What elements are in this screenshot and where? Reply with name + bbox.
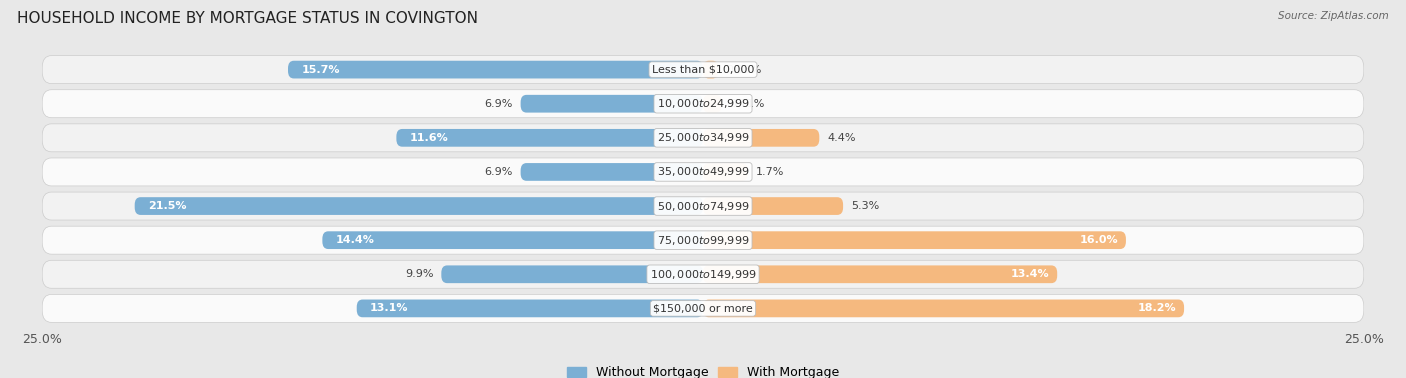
FancyBboxPatch shape (42, 56, 1364, 84)
Text: 4.4%: 4.4% (827, 133, 856, 143)
Text: 5.3%: 5.3% (851, 201, 879, 211)
FancyBboxPatch shape (42, 260, 1364, 288)
Text: $35,000 to $49,999: $35,000 to $49,999 (657, 166, 749, 178)
FancyBboxPatch shape (357, 299, 703, 317)
FancyBboxPatch shape (396, 129, 703, 147)
Text: 18.2%: 18.2% (1137, 304, 1177, 313)
FancyBboxPatch shape (42, 294, 1364, 322)
Text: HOUSEHOLD INCOME BY MORTGAGE STATUS IN COVINGTON: HOUSEHOLD INCOME BY MORTGAGE STATUS IN C… (17, 11, 478, 26)
FancyBboxPatch shape (703, 265, 1057, 283)
FancyBboxPatch shape (703, 299, 1184, 317)
Text: 14.4%: 14.4% (336, 235, 374, 245)
FancyBboxPatch shape (322, 231, 703, 249)
FancyBboxPatch shape (441, 265, 703, 283)
Text: $150,000 or more: $150,000 or more (654, 304, 752, 313)
Text: 15.7%: 15.7% (301, 65, 340, 74)
Text: 13.1%: 13.1% (370, 304, 409, 313)
FancyBboxPatch shape (703, 129, 820, 147)
FancyBboxPatch shape (703, 231, 1126, 249)
FancyBboxPatch shape (42, 192, 1364, 220)
FancyBboxPatch shape (703, 163, 748, 181)
Text: Less than $10,000: Less than $10,000 (652, 65, 754, 74)
FancyBboxPatch shape (703, 95, 721, 113)
Text: 16.0%: 16.0% (1080, 235, 1118, 245)
FancyBboxPatch shape (703, 61, 718, 79)
Text: $10,000 to $24,999: $10,000 to $24,999 (657, 97, 749, 110)
FancyBboxPatch shape (42, 226, 1364, 254)
FancyBboxPatch shape (42, 158, 1364, 186)
FancyBboxPatch shape (42, 124, 1364, 152)
Text: 6.9%: 6.9% (484, 167, 513, 177)
FancyBboxPatch shape (520, 163, 703, 181)
Text: Source: ZipAtlas.com: Source: ZipAtlas.com (1278, 11, 1389, 21)
Text: 1.7%: 1.7% (756, 167, 785, 177)
Text: $75,000 to $99,999: $75,000 to $99,999 (657, 234, 749, 247)
Legend: Without Mortgage, With Mortgage: Without Mortgage, With Mortgage (562, 361, 844, 378)
FancyBboxPatch shape (703, 197, 844, 215)
Text: 21.5%: 21.5% (148, 201, 187, 211)
FancyBboxPatch shape (520, 95, 703, 113)
Text: 11.6%: 11.6% (409, 133, 449, 143)
Text: 13.4%: 13.4% (1011, 269, 1049, 279)
FancyBboxPatch shape (135, 197, 703, 215)
FancyBboxPatch shape (288, 61, 703, 79)
Text: 0.58%: 0.58% (727, 65, 762, 74)
Text: 0.71%: 0.71% (730, 99, 765, 109)
Text: $25,000 to $34,999: $25,000 to $34,999 (657, 131, 749, 144)
Text: $100,000 to $149,999: $100,000 to $149,999 (650, 268, 756, 281)
Text: 9.9%: 9.9% (405, 269, 433, 279)
FancyBboxPatch shape (42, 90, 1364, 118)
Text: $50,000 to $74,999: $50,000 to $74,999 (657, 200, 749, 212)
Text: 6.9%: 6.9% (484, 99, 513, 109)
